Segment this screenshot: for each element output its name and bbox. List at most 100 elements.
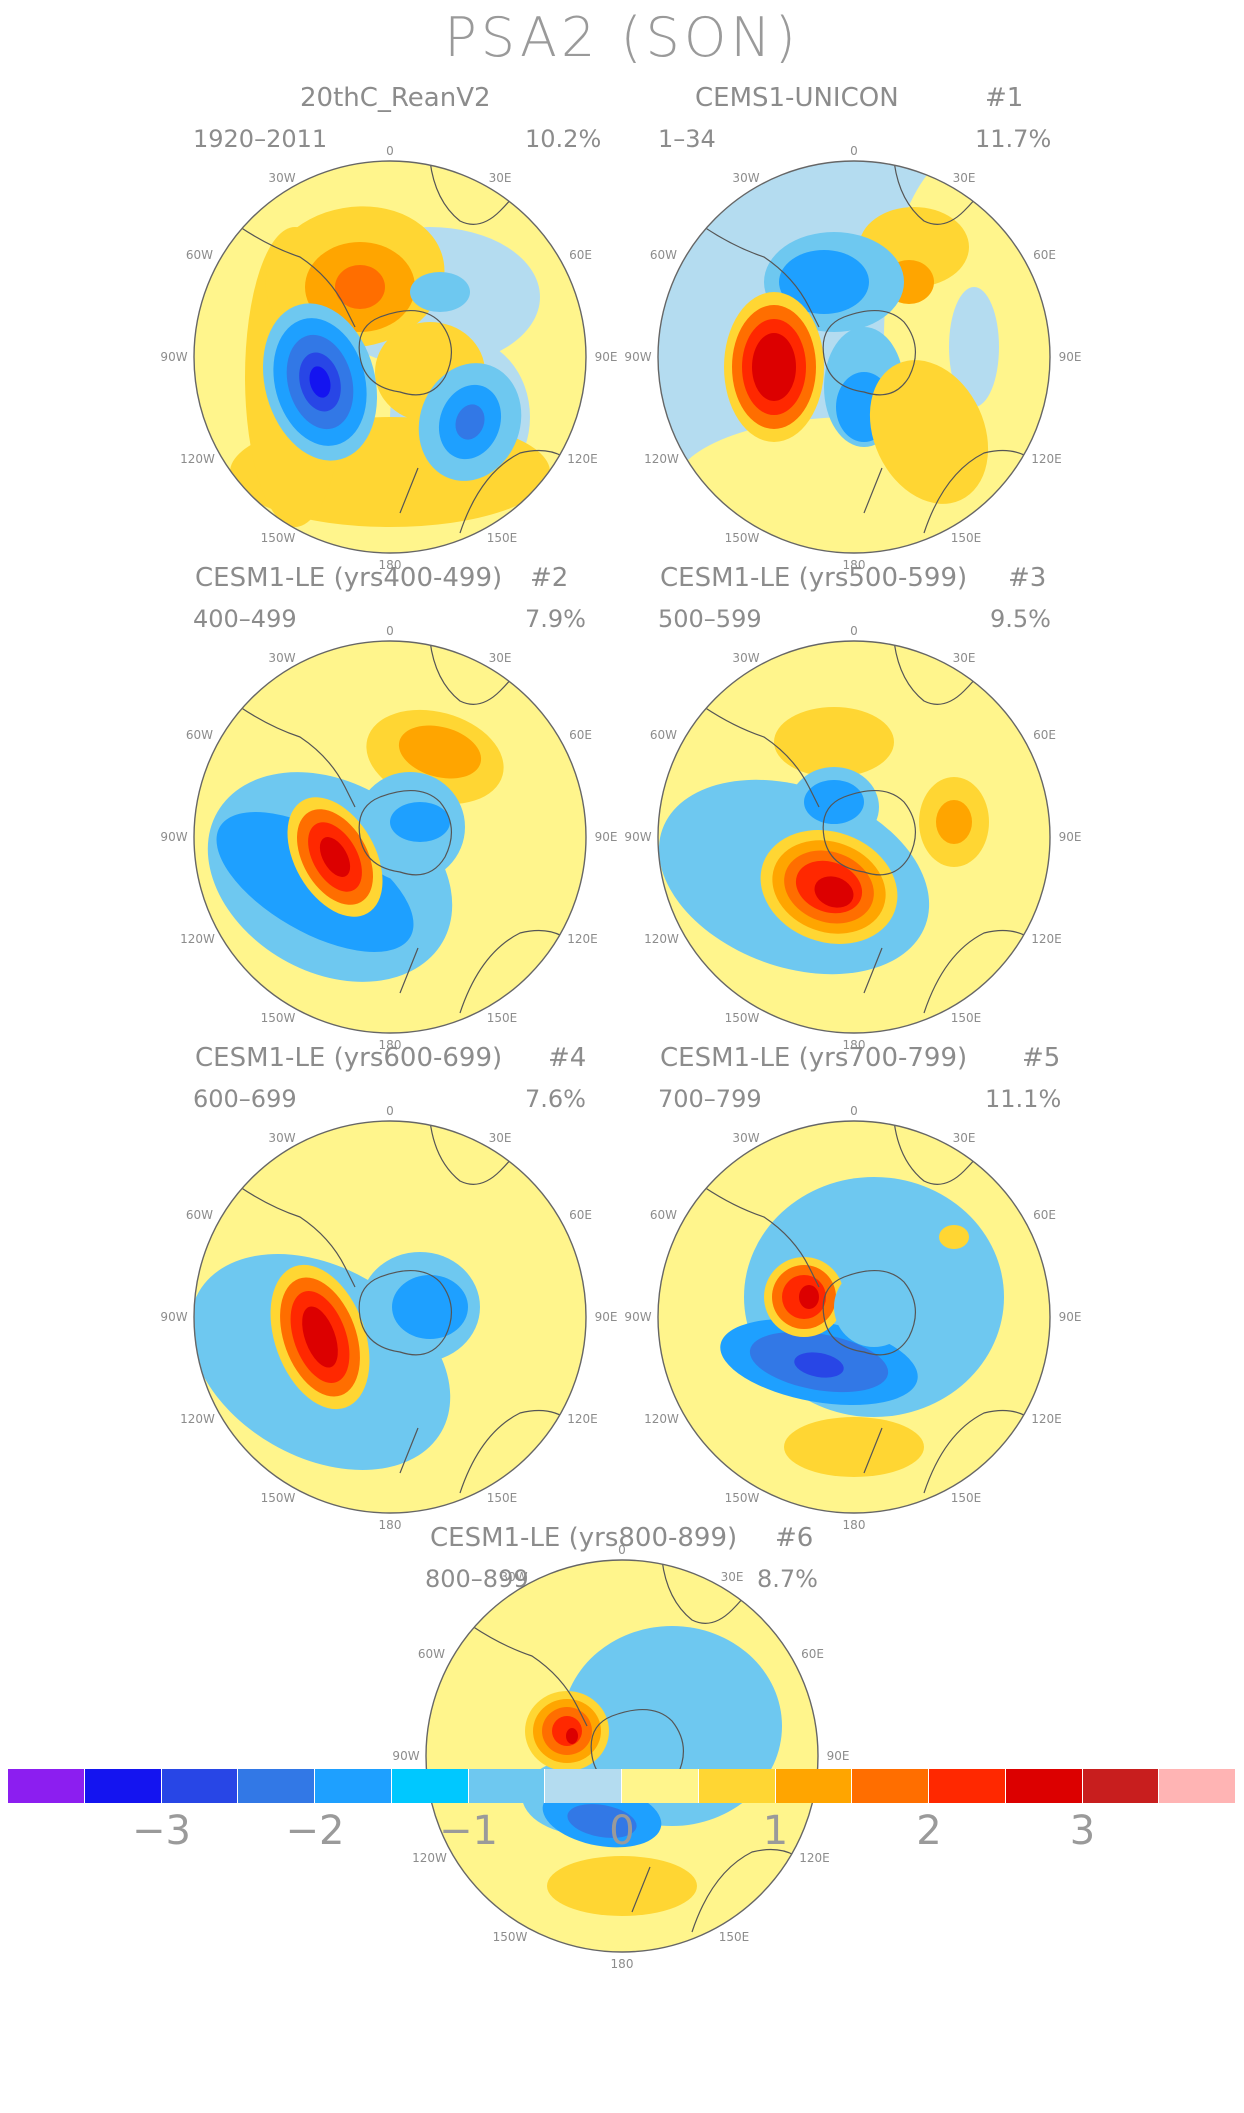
colorbar-tick-label: −2: [285, 1808, 345, 1854]
anomaly-contour: [834, 1267, 914, 1347]
longitude-label-s150w: 150W: [260, 1490, 296, 1505]
colorbar-box: [1082, 1769, 1160, 1803]
longitude-label-bottom: 180: [842, 1038, 866, 1052]
new-zealand-coastline: [399, 947, 419, 994]
longitude-label-n60e: 60E: [801, 1647, 824, 1661]
colorbar-box: [929, 1769, 1006, 1803]
panel-title: CESM1-LE (yrs400-499): [195, 563, 503, 593]
polar-map: [193, 160, 587, 554]
longitude-label-n60e: 60E: [1033, 248, 1056, 262]
longitude-label-w90: 90W: [624, 1310, 652, 1324]
longitude-label-s120e: 120E: [1031, 932, 1062, 946]
longitude-label-s120e: 120E: [1031, 1412, 1062, 1426]
longitude-label-s150e: 150E: [486, 1010, 518, 1025]
longitude-label-s120w: 120W: [180, 452, 215, 466]
colorbar-box: [84, 1769, 162, 1803]
longitude-label-bottom: 180: [842, 558, 866, 572]
longitude-label-n30w: 30W: [732, 171, 760, 186]
longitude-label-bottom: 180: [610, 1957, 634, 1971]
longitude-label-w90: 90W: [160, 350, 188, 364]
anomaly-contour: [547, 1856, 697, 1916]
longitude-label-bottom: 180: [378, 1518, 402, 1532]
anomaly-contour: [309, 366, 331, 398]
year-range-label: 500–599: [658, 605, 762, 633]
polar-map: [193, 1120, 587, 1514]
south-america-coastline: [703, 226, 820, 328]
anomaly-contour: [774, 707, 894, 777]
longitude-label-n60e: 60E: [1033, 1208, 1056, 1222]
antarctica-coastline: [358, 309, 452, 396]
longitude-label-s120e: 120E: [567, 452, 598, 466]
longitude-label-s120e: 120E: [567, 1412, 598, 1426]
south-america-coastline: [703, 1186, 820, 1288]
panel-number: #5: [1022, 1043, 1061, 1073]
anomaly-contour: [319, 837, 351, 877]
colorbar-tick-label: 2: [916, 1808, 942, 1854]
variance-percent-label: 10.2%: [525, 125, 602, 153]
year-range-label: 700–799: [658, 1085, 762, 1113]
colorbar-box: [775, 1769, 853, 1803]
colorbar-box: [622, 1769, 699, 1803]
longitude-label-s150w: 150W: [724, 1010, 760, 1025]
longitude-label-w90: 90W: [160, 1310, 188, 1324]
antarctica-coastline: [822, 309, 916, 396]
year-range-label: 400–499: [193, 605, 297, 633]
new-zealand-coastline: [863, 947, 883, 994]
anomaly-contour: [335, 265, 385, 309]
longitude-label-s120e: 120E: [1031, 452, 1062, 466]
polar-map: [425, 1559, 819, 1953]
longitude-label-n30e: 30E: [952, 651, 976, 666]
map-border: [425, 1559, 819, 1953]
longitude-label-s150w: 150W: [492, 1929, 528, 1944]
longitude-label-n60w: 60W: [185, 248, 214, 262]
panel-title: CESM1-LE (yrs600-699): [195, 1043, 503, 1073]
colorbar-box: [8, 1769, 85, 1803]
longitude-label-e90: 90E: [1058, 350, 1082, 364]
panel-title: 20thC_ReanV2: [300, 83, 491, 113]
longitude-label-top: 0: [386, 144, 394, 158]
longitude-label-s150w: 150W: [724, 530, 760, 545]
year-range-label: 1–34: [658, 125, 716, 153]
longitude-label-w90: 90W: [624, 350, 652, 364]
longitude-label-e90: 90E: [1058, 830, 1082, 844]
year-range-label: 1920–2011: [193, 125, 328, 153]
longitude-label-n60e: 60E: [569, 248, 592, 262]
colorbar-tick-label: −3: [132, 1808, 191, 1854]
anomaly-contour: [392, 1275, 468, 1339]
panel-number: #1: [985, 83, 1024, 113]
longitude-label-n30w: 30W: [268, 1131, 296, 1146]
panel-title: CESM1-LE (yrs700-799): [660, 1043, 968, 1073]
anomaly-contour: [752, 333, 796, 401]
south-america-coastline: [703, 706, 820, 808]
longitude-label-n30e: 30E: [488, 171, 512, 186]
longitude-label-bottom: 180: [378, 558, 402, 572]
anomaly-contour: [784, 1417, 924, 1477]
colorbar-tick-label: 3: [1069, 1808, 1096, 1854]
year-range-label: 800–899: [425, 1565, 529, 1593]
colorbar-box: [161, 1769, 239, 1803]
longitude-label-n30e: 30E: [952, 171, 976, 186]
longitude-label-top: 0: [618, 1543, 626, 1557]
panel-title: CEMS1-UNICON: [695, 83, 899, 113]
antarctica-coastline: [358, 789, 452, 876]
longitude-label-s150e: 150E: [950, 1010, 982, 1025]
longitude-label-n60w: 60W: [649, 1208, 678, 1222]
polar-map: [657, 1120, 1051, 1514]
longitude-label-n30w: 30W: [268, 651, 296, 666]
variance-percent-label: 11.7%: [975, 125, 1052, 153]
anomaly-contour: [936, 800, 972, 844]
anomaly-contour: [552, 1716, 582, 1746]
longitude-label-n60w: 60W: [649, 728, 678, 742]
map-border: [193, 640, 587, 1034]
colorbar-box: [1159, 1769, 1236, 1803]
longitude-label-n30w: 30W: [732, 1131, 760, 1146]
anomaly-contour: [794, 1352, 844, 1378]
longitude-label-e90: 90E: [594, 350, 618, 364]
anomaly-contour: [566, 1728, 578, 1744]
longitude-label-e90: 90E: [594, 830, 618, 844]
polar-map: [193, 640, 587, 1034]
new-zealand-coastline: [399, 467, 419, 514]
variance-percent-label: 7.6%: [525, 1085, 586, 1113]
longitude-label-e90: 90E: [594, 1310, 618, 1324]
colorbar-box: [468, 1769, 546, 1803]
